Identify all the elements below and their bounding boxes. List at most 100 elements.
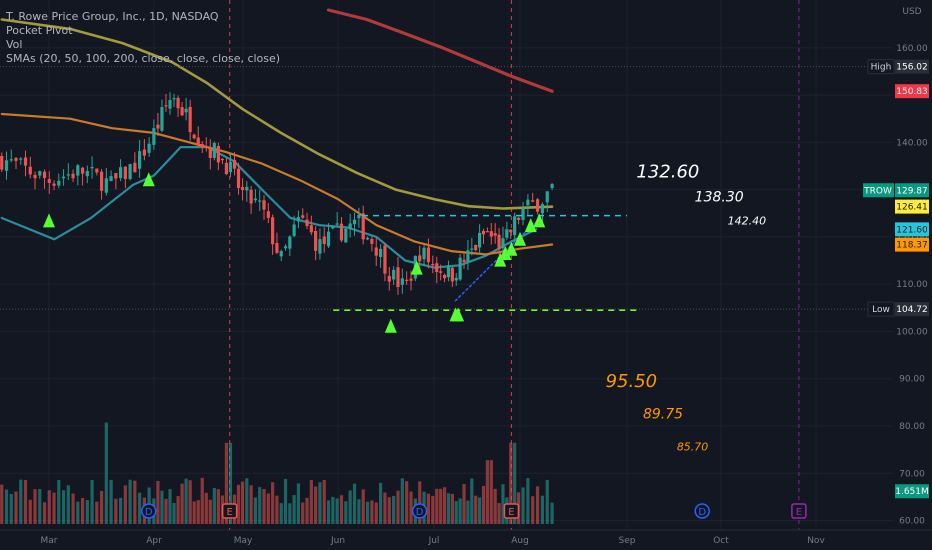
volume-bar [23, 479, 28, 524]
volume-bar [19, 479, 23, 524]
volume-bar [383, 492, 387, 524]
volume-bar [378, 482, 383, 524]
volume-bar [188, 480, 192, 524]
candle-body [322, 236, 326, 245]
volume-bar [196, 500, 200, 524]
candle-body [99, 171, 104, 191]
candle-body [283, 246, 288, 249]
volume-bar [224, 442, 229, 524]
candle-body [396, 267, 400, 288]
candle-body [418, 255, 422, 262]
volume-bar [80, 497, 85, 524]
candle-body [80, 167, 85, 174]
candle-body [535, 199, 540, 212]
volume-bar [365, 501, 370, 524]
price-target-label: 142.40 [728, 215, 767, 228]
candle-body [370, 238, 374, 244]
price-tick-label: 100.00 [896, 327, 928, 337]
volume-bar [90, 480, 94, 524]
volume-bar [275, 495, 279, 524]
candle-body [405, 279, 409, 282]
volume-bar [489, 460, 493, 524]
candle-body [172, 98, 176, 100]
candle-body [378, 248, 383, 257]
horizontal-levels [333, 214, 637, 311]
candle-body [245, 186, 249, 191]
candle-body [296, 216, 301, 222]
volume-bar [521, 487, 525, 524]
candle-body [164, 105, 168, 107]
candle-body [23, 157, 28, 166]
month-label: Sep [619, 536, 636, 546]
volume-bar [14, 491, 18, 524]
month-label: Mar [41, 536, 58, 546]
volume-bar [305, 497, 309, 524]
volume-bar [33, 489, 37, 524]
price-tick-label: 110.00 [896, 280, 928, 290]
price-tag: 118.37 [896, 241, 928, 251]
candle-body [133, 162, 137, 173]
candle-body [216, 145, 220, 163]
price-tag-box [895, 84, 929, 99]
symbol-title[interactable]: T. Rowe Price Group, Inc., 1D, NASDAQ [6, 10, 219, 23]
price-tag: 150.83 [896, 87, 928, 97]
volume-bar [184, 478, 188, 524]
candle-body [19, 158, 23, 160]
candle-body [109, 176, 113, 182]
volume-bar [204, 492, 208, 524]
price-tag-box [895, 237, 929, 252]
volume-bar [57, 480, 61, 524]
volume-bar [409, 491, 413, 524]
candle-body [85, 170, 89, 177]
volume-bar [28, 499, 32, 524]
volume-bar [118, 497, 123, 524]
volume-bar [426, 493, 431, 524]
price-tick-label: 70.00 [899, 469, 925, 479]
volume-bar [85, 500, 89, 524]
volume-bar [109, 479, 113, 524]
month-label: Jul [428, 536, 440, 546]
candle-body [61, 176, 66, 179]
price-tag-box [895, 222, 929, 237]
candle-body [348, 223, 352, 229]
candle-body [168, 100, 172, 109]
volume-bar [361, 489, 365, 524]
candle-body [232, 159, 237, 169]
candle-body [275, 242, 279, 253]
earnings-icon [221, 503, 238, 519]
indicator-volume[interactable]: Vol [6, 38, 23, 51]
volume-bar [95, 501, 99, 524]
volume-bar [446, 493, 451, 524]
month-label: Nov [807, 536, 825, 546]
volume-bar [497, 503, 501, 524]
volume-bar [133, 480, 137, 524]
volume-bar [481, 485, 486, 524]
volume-bar [370, 500, 374, 524]
candle-body [71, 173, 75, 179]
candle-body [531, 200, 535, 202]
candle-body [38, 171, 42, 176]
volume-bar [228, 442, 233, 524]
volume-bar [262, 488, 266, 524]
price-target-label: 138.30 [695, 189, 744, 205]
volume-bar [326, 500, 331, 524]
candle-body [505, 229, 509, 238]
dividend-icon [694, 503, 710, 519]
indicator-smas[interactable]: SMAs (20, 50, 100, 200, close, close, cl… [6, 52, 281, 65]
candle-body [279, 251, 283, 257]
event-label: D [145, 507, 153, 518]
volume-bar [531, 496, 535, 524]
volume-bar [454, 501, 458, 524]
month-label: May [234, 536, 253, 546]
candle-body [454, 277, 458, 281]
volume-bar [296, 483, 301, 524]
candle-body [258, 200, 262, 202]
candle-body [497, 234, 501, 250]
candle-body [301, 215, 305, 218]
candle-body [128, 164, 132, 180]
indicator-pocket-pivot[interactable]: Pocket Pivot [6, 24, 73, 37]
volume-bar [348, 490, 352, 524]
volume-bar [442, 487, 447, 524]
extreme-value-box [895, 59, 929, 74]
